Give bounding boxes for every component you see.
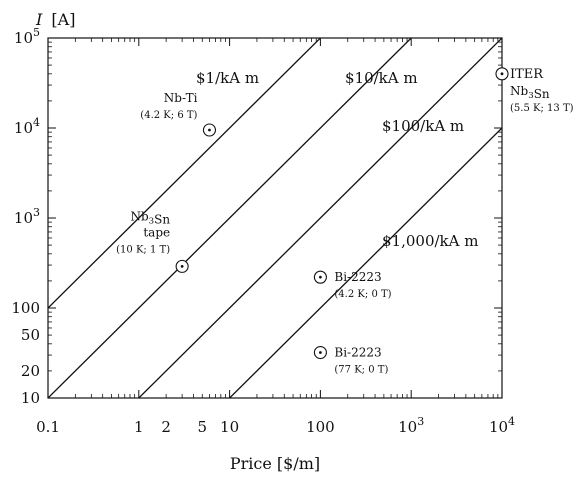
data-point: ITER Nb3Sn (5.5 K; 13 T) bbox=[495, 67, 574, 114]
y-tick-label: 100 bbox=[11, 299, 40, 317]
cost-line-1-000-ka-m bbox=[229, 127, 502, 398]
y-axis-unit: [A] bbox=[51, 10, 75, 29]
data-point-label: (4.2 K; 6 T) bbox=[140, 110, 197, 121]
x-tick-label: 104 bbox=[489, 415, 515, 436]
y-tick-label: 103 bbox=[14, 206, 40, 227]
data-point-label: Nb-Ti bbox=[164, 91, 198, 105]
cost-line-10-ka-m bbox=[48, 38, 412, 398]
cost-line-label: $10/kA m bbox=[345, 69, 418, 87]
x-tick-label: 103 bbox=[398, 415, 424, 436]
y-axis-symbol: I bbox=[35, 10, 43, 29]
x-tick-label: 2 bbox=[161, 418, 171, 436]
data-point-label: Bi-2223 bbox=[334, 346, 381, 360]
cost-line-label: $1,000/kA m bbox=[382, 232, 478, 250]
data-point-label: (77 K; 0 T) bbox=[334, 365, 388, 376]
cost-line-label: $100/kA m bbox=[382, 117, 464, 135]
cost-line-1-ka-m bbox=[48, 38, 322, 309]
data-point-label: Bi-2223 bbox=[334, 270, 381, 284]
y-axis-label: I [A] bbox=[35, 10, 75, 29]
x-axis-label: Price [$/m] bbox=[230, 454, 320, 473]
y-tick-label: 20 bbox=[21, 362, 40, 380]
y-tick-label: 10 bbox=[21, 389, 40, 407]
data-point-label: Nb3Sn bbox=[510, 84, 550, 101]
x-tick-label: 1 bbox=[134, 418, 144, 436]
y-tick-label: 50 bbox=[21, 326, 40, 344]
data-point: Bi-2223 (77 K; 0 T) bbox=[313, 346, 388, 376]
x-tick-label: 0.1 bbox=[36, 418, 60, 436]
data-point: Bi-2223 (4.2 K; 0 T) bbox=[313, 270, 392, 300]
data-point-dot bbox=[319, 351, 322, 354]
data-point-label: tape bbox=[143, 225, 170, 239]
data-point-label: ITER bbox=[510, 67, 544, 82]
data-point-label: (4.2 K; 0 T) bbox=[334, 289, 391, 300]
x-tick-label: 10 bbox=[220, 418, 239, 436]
x-tick-label: 5 bbox=[197, 418, 207, 436]
data-point-dot bbox=[180, 264, 184, 268]
cost-line-100-ka-m bbox=[138, 38, 502, 398]
cost-line-label: $1/kA m bbox=[196, 69, 259, 87]
data-point-dot bbox=[500, 72, 504, 76]
x-tick-label: 100 bbox=[306, 418, 335, 436]
data-point: Nb-Ti (4.2 K; 6 T) bbox=[140, 91, 217, 137]
data-point-dot bbox=[319, 275, 322, 279]
y-tick-label: 105 bbox=[14, 26, 40, 47]
data-point-label: (5.5 K; 13 T) bbox=[510, 103, 574, 114]
plot-frame bbox=[47, 37, 503, 399]
y-tick-label: 104 bbox=[14, 116, 40, 137]
data-point-label: (10 K; 1 T) bbox=[116, 244, 170, 255]
data-point-dot bbox=[208, 128, 211, 132]
data-point-label: Nb3Sn bbox=[130, 209, 170, 226]
